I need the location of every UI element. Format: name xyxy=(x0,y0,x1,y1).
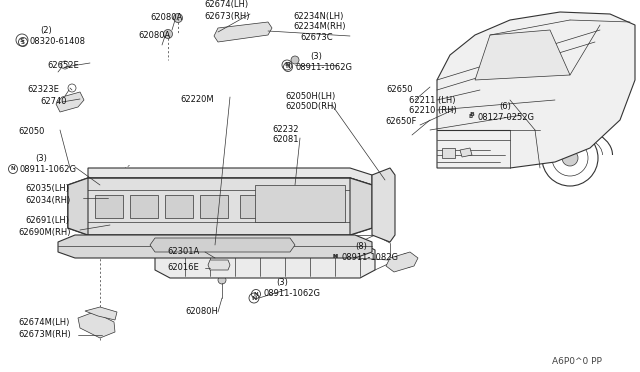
Text: 08127-0252G: 08127-0252G xyxy=(478,112,535,122)
Circle shape xyxy=(292,251,298,257)
Text: 62673(RH): 62673(RH) xyxy=(204,12,250,20)
Polygon shape xyxy=(150,238,295,252)
Polygon shape xyxy=(85,307,117,320)
Text: 62035(LH): 62035(LH) xyxy=(25,185,69,193)
Polygon shape xyxy=(460,148,472,157)
Text: 62210 (RH): 62210 (RH) xyxy=(409,106,457,115)
Polygon shape xyxy=(106,186,136,202)
Text: 08320-61408: 08320-61408 xyxy=(30,38,86,46)
Polygon shape xyxy=(475,30,570,80)
Polygon shape xyxy=(68,178,372,235)
Text: 08911-1082G: 08911-1082G xyxy=(342,253,399,262)
Text: N: N xyxy=(332,254,338,260)
Text: N: N xyxy=(253,292,259,296)
Circle shape xyxy=(291,56,299,64)
Polygon shape xyxy=(95,195,123,218)
Text: 08911-1062G: 08911-1062G xyxy=(263,289,320,298)
Polygon shape xyxy=(200,195,228,218)
Text: 62674M(LH): 62674M(LH) xyxy=(18,318,69,327)
Polygon shape xyxy=(372,168,395,242)
Text: 62650F: 62650F xyxy=(385,118,417,126)
Circle shape xyxy=(111,206,118,214)
Text: (3): (3) xyxy=(35,154,47,163)
Circle shape xyxy=(65,98,71,104)
Text: B: B xyxy=(469,115,473,119)
Circle shape xyxy=(394,256,402,264)
Text: (2): (2) xyxy=(40,26,52,35)
Text: 62673C: 62673C xyxy=(300,33,333,42)
Text: (8): (8) xyxy=(355,241,367,250)
Polygon shape xyxy=(240,195,268,218)
Circle shape xyxy=(173,13,182,22)
Polygon shape xyxy=(58,235,372,258)
Text: B: B xyxy=(470,112,474,118)
Polygon shape xyxy=(280,195,330,218)
Text: S: S xyxy=(20,38,24,42)
Text: 62220M: 62220M xyxy=(180,94,214,103)
Text: N: N xyxy=(285,64,291,70)
Text: 62691(LH): 62691(LH) xyxy=(25,217,69,225)
Text: 62016E: 62016E xyxy=(167,263,199,273)
Polygon shape xyxy=(208,260,230,270)
Text: 62740: 62740 xyxy=(40,96,67,106)
Text: S: S xyxy=(21,39,25,45)
Circle shape xyxy=(403,253,410,260)
Circle shape xyxy=(562,150,578,166)
Polygon shape xyxy=(155,242,375,278)
Polygon shape xyxy=(165,195,193,218)
Text: 62673M(RH): 62673M(RH) xyxy=(18,330,71,340)
Polygon shape xyxy=(68,178,88,235)
Text: 62081: 62081 xyxy=(272,135,298,144)
Text: (3): (3) xyxy=(310,51,322,61)
Text: 62080A: 62080A xyxy=(150,13,182,22)
Text: 62690M(RH): 62690M(RH) xyxy=(18,228,70,237)
Text: N: N xyxy=(11,167,15,171)
Text: 62050D(RH): 62050D(RH) xyxy=(285,103,337,112)
Text: 62674(LH): 62674(LH) xyxy=(204,0,248,10)
Polygon shape xyxy=(386,252,418,272)
Polygon shape xyxy=(437,12,635,168)
Circle shape xyxy=(111,192,118,199)
Text: 08911-1062G: 08911-1062G xyxy=(295,62,352,71)
Polygon shape xyxy=(108,212,138,228)
Text: N: N xyxy=(284,62,290,67)
Circle shape xyxy=(155,251,161,257)
Text: 62323E: 62323E xyxy=(27,86,59,94)
Text: 08911-1062G: 08911-1062G xyxy=(20,164,77,173)
Text: 62232: 62232 xyxy=(272,125,298,134)
Text: 62652E: 62652E xyxy=(47,61,79,70)
Polygon shape xyxy=(78,312,115,338)
Text: N: N xyxy=(252,295,257,301)
Text: (3): (3) xyxy=(276,279,288,288)
Text: N: N xyxy=(333,254,337,260)
Text: 62034(RH): 62034(RH) xyxy=(25,196,70,205)
Polygon shape xyxy=(130,195,158,218)
Text: 62050H(LH): 62050H(LH) xyxy=(285,92,335,100)
Polygon shape xyxy=(56,92,84,112)
Text: 62301A: 62301A xyxy=(167,247,199,256)
Polygon shape xyxy=(442,148,455,158)
Text: (6): (6) xyxy=(499,102,511,110)
Polygon shape xyxy=(350,178,372,235)
Polygon shape xyxy=(255,185,345,222)
Text: 62211 (LH): 62211 (LH) xyxy=(409,96,456,105)
Text: 62650: 62650 xyxy=(386,84,413,93)
Circle shape xyxy=(163,29,173,38)
Text: 62080A: 62080A xyxy=(138,32,170,41)
Text: 62234M(RH): 62234M(RH) xyxy=(293,22,346,32)
Polygon shape xyxy=(88,168,372,185)
Polygon shape xyxy=(214,22,272,42)
Circle shape xyxy=(218,276,226,284)
Text: 62234N(LH): 62234N(LH) xyxy=(293,12,344,20)
Circle shape xyxy=(404,260,412,267)
Text: 62050: 62050 xyxy=(18,128,44,137)
Text: 62080H: 62080H xyxy=(185,308,218,317)
Text: A6P0^0 PP: A6P0^0 PP xyxy=(552,357,602,366)
